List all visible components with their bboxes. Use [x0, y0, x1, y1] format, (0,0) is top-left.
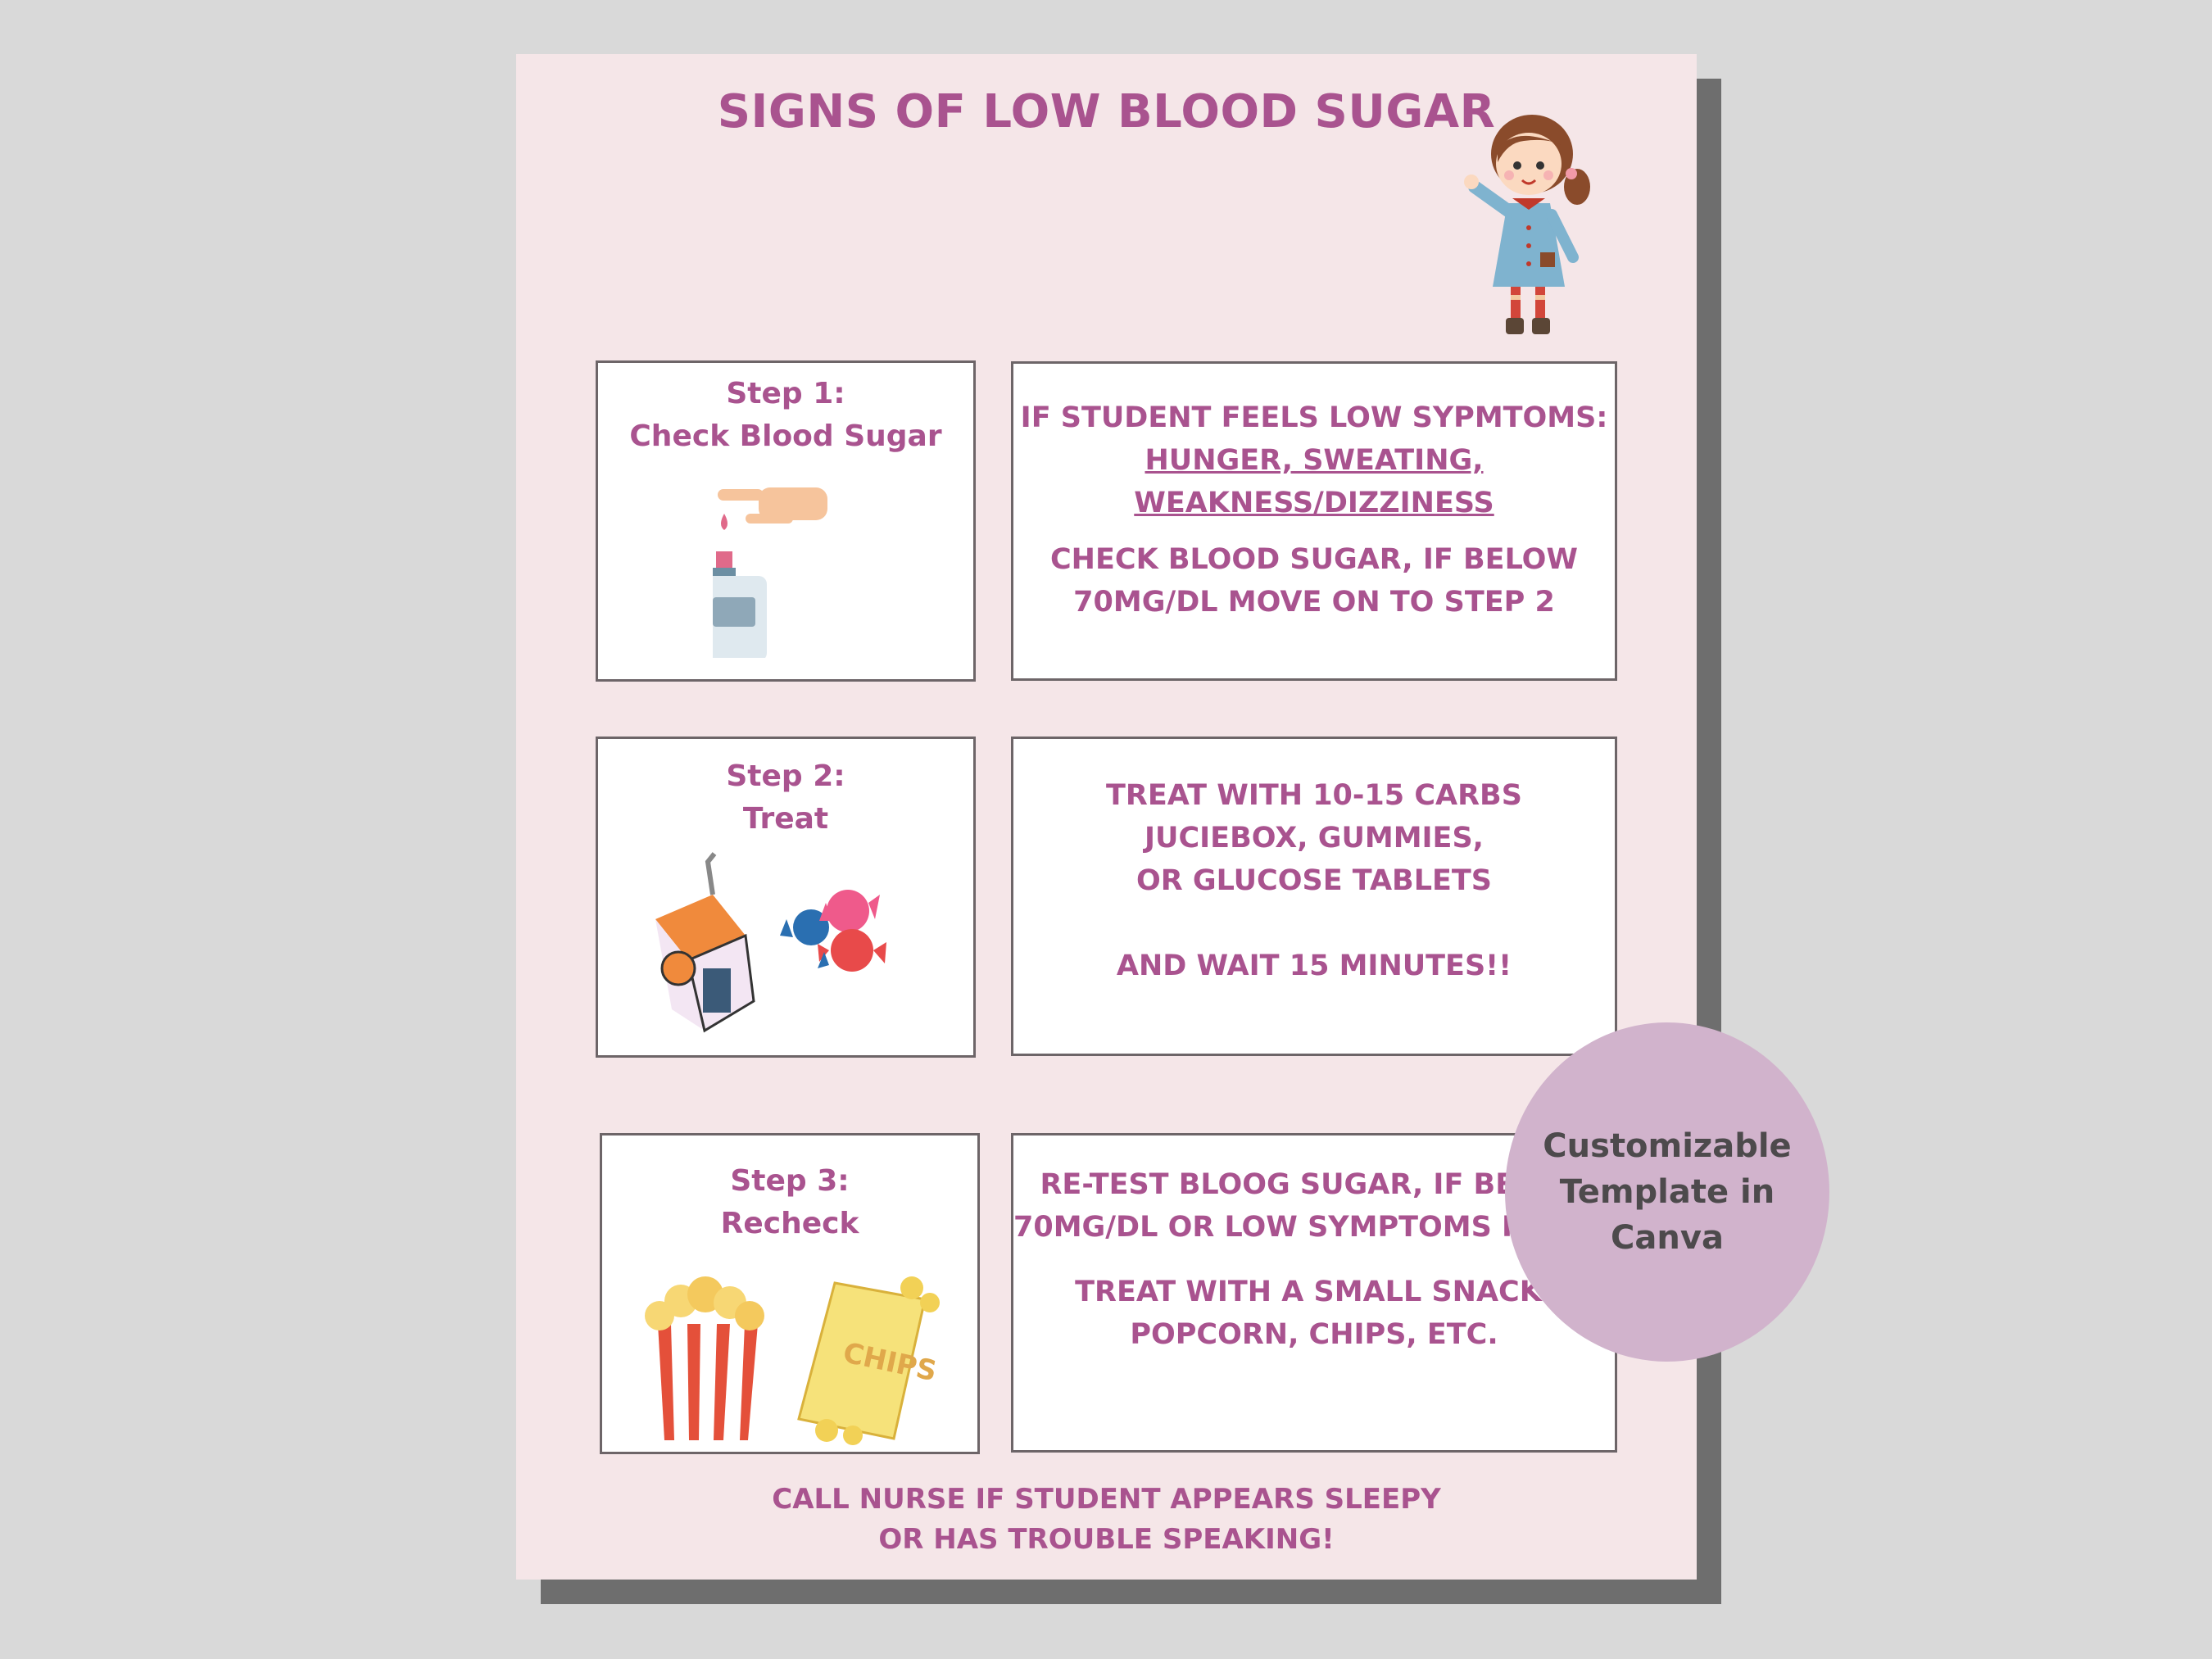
step2-line3: OR GLUCOSE TABLETS — [1135, 864, 1493, 897]
popcorn-chips-icon: CHIPS — [645, 1276, 940, 1445]
step3-name: Recheck — [720, 1207, 859, 1240]
step3-label: Step 3: — [730, 1164, 850, 1198]
step2-line2: JUCIEBOX, GUMMIES, — [1145, 822, 1484, 854]
step3-card: Step 3: Recheck CHIPS — [600, 1133, 980, 1454]
step3-details-card: RE-TEST BLOOG SUGAR, IF BELOW 70MG/DL OR… — [1011, 1133, 1617, 1453]
step2-label: Step 2: — [726, 759, 845, 793]
badge-line1: Customizable — [1543, 1127, 1792, 1165]
poster-sheet: SIGNS OF LOW BLOOD SUGAR Step 1: Check B… — [516, 54, 1697, 1580]
step1-symptoms-line2: WEAKNESS/DIZZINESS — [1134, 487, 1494, 519]
girl-pointing-icon — [1464, 115, 1590, 334]
step1-action-line1: CHECK BLOOD SUGAR, IF BELOW — [1050, 543, 1578, 576]
customizable-badge: Customizable Template in Canva — [1505, 1022, 1829, 1362]
step3-line3: TREAT WITH A SMALL SNACK: — [1075, 1276, 1553, 1308]
step1-symptoms-line1: HUNGER, SWEATING, — [1145, 444, 1484, 477]
step2-line1: TREAT WITH 10-15 CARBS — [1106, 779, 1522, 812]
step2-line4: AND WAIT 15 MINUTES!! — [1116, 950, 1512, 982]
step2-card: Step 2: Treat — [596, 737, 976, 1058]
step3-line4: POPCORN, CHIPS, ETC. — [1130, 1318, 1498, 1351]
step1-details-card: IF STUDENT FEELS LOW SYPMTOMS: HUNGER, S… — [1011, 361, 1617, 681]
step2-name: Treat — [742, 802, 829, 836]
step1-label: Step 1: — [726, 377, 845, 410]
nurse-warning-line1: CALL NURSE IF STUDENT APPEARS SLEEPY — [772, 1483, 1441, 1516]
step1-action-line2: 70MG/DL MOVE ON TO STEP 2 — [1073, 586, 1555, 619]
badge-line3: Canva — [1611, 1219, 1724, 1257]
nurse-warning: CALL NURSE IF STUDENT APPEARS SLEEPY OR … — [516, 1480, 1697, 1560]
juicebox-candy-icon — [655, 852, 886, 1033]
poster-title: SIGNS OF LOW BLOOD SUGAR — [717, 85, 1496, 138]
step3-line1: RE-TEST BLOOG SUGAR, IF BELOW — [1040, 1168, 1589, 1201]
step1-name: Check Blood Sugar — [629, 419, 942, 453]
nurse-warning-line2: OR HAS TROUBLE SPEAKING! — [878, 1523, 1335, 1556]
step2-details-card: TREAT WITH 10-15 CARBS JUCIEBOX, GUMMIES… — [1011, 737, 1617, 1056]
glucose-meter-icon — [713, 487, 827, 658]
step1-card: Step 1: Check Blood Sugar — [596, 360, 976, 682]
step1-intro: IF STUDENT FEELS LOW SYPMTOMS: — [1020, 401, 1608, 434]
badge-line2: Template in — [1559, 1173, 1775, 1211]
